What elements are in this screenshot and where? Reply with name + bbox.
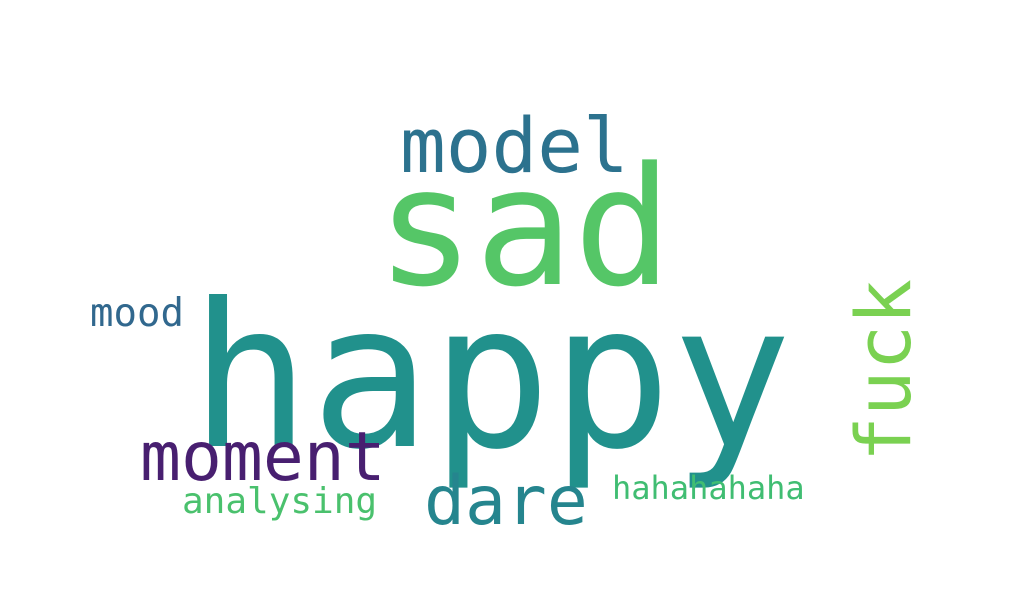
word-sad: sad [376,132,673,323]
word-model: model [400,101,629,190]
word-moment: moment [140,418,386,497]
word-happy: happy [190,261,793,494]
word-analysing: analysing [182,481,378,522]
word-mood: mood [90,291,184,336]
word-dare: dare [424,462,588,541]
word-fuck: fuck [839,278,928,462]
word-hahahahaha: hahahahaha [612,469,805,507]
